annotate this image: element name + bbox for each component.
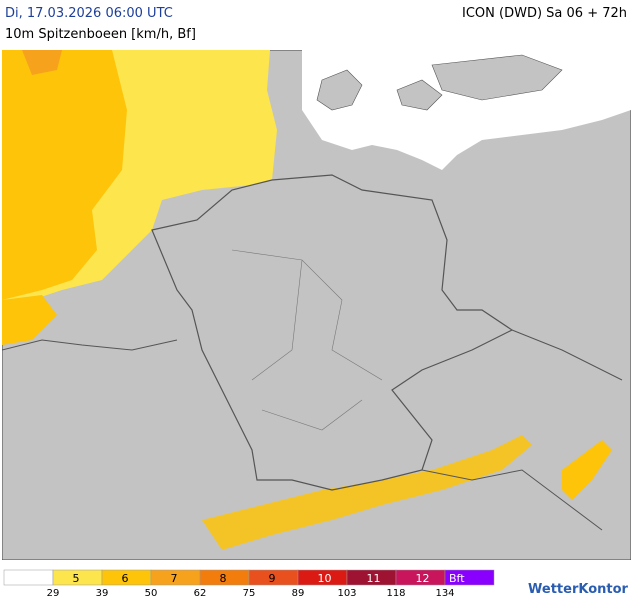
- legend-threshold: 50: [145, 588, 158, 599]
- wind-zone-alps: [202, 435, 532, 550]
- legend-label: 9: [269, 572, 276, 585]
- state-borders: [231, 249, 383, 431]
- legend-threshold: 75: [243, 588, 256, 599]
- legend-box: [3, 569, 54, 586]
- legend-label: 10: [318, 572, 332, 585]
- legend-label: Bft: [449, 572, 465, 585]
- legend-threshold: 62: [194, 588, 207, 599]
- wind-zone-7: [22, 50, 62, 75]
- subtitle: 10m Spitzenboeen [km/h, Bf]: [5, 27, 196, 42]
- wind-zone-east: [562, 440, 612, 500]
- legend-threshold: 118: [386, 588, 405, 599]
- border-neighbors: [2, 329, 623, 531]
- datetime: Di, 17.03.2026 06:00 UTC: [5, 6, 173, 21]
- legend-label: 7: [171, 572, 178, 585]
- wind-zone-6: [2, 50, 127, 300]
- legend-threshold: 29: [47, 588, 60, 599]
- islands: [316, 54, 563, 111]
- legend-threshold: 39: [96, 588, 109, 599]
- legend-threshold: 134: [435, 588, 454, 599]
- legend-threshold: 89: [292, 588, 305, 599]
- map: [2, 50, 631, 560]
- border-germany: [151, 174, 514, 491]
- wind-zone-6b: [2, 295, 57, 345]
- model-run: ICON (DWD) Sa 06 + 72h: [462, 6, 627, 21]
- legend-box: [444, 569, 495, 586]
- legend-label: 8: [220, 572, 227, 585]
- legend-label: 6: [122, 572, 129, 585]
- logo: WetterKontor: [528, 582, 628, 597]
- legend-threshold: 103: [337, 588, 356, 599]
- legend-label: 5: [73, 572, 80, 585]
- legend-label: 11: [367, 572, 381, 585]
- legend-label: 12: [416, 572, 430, 585]
